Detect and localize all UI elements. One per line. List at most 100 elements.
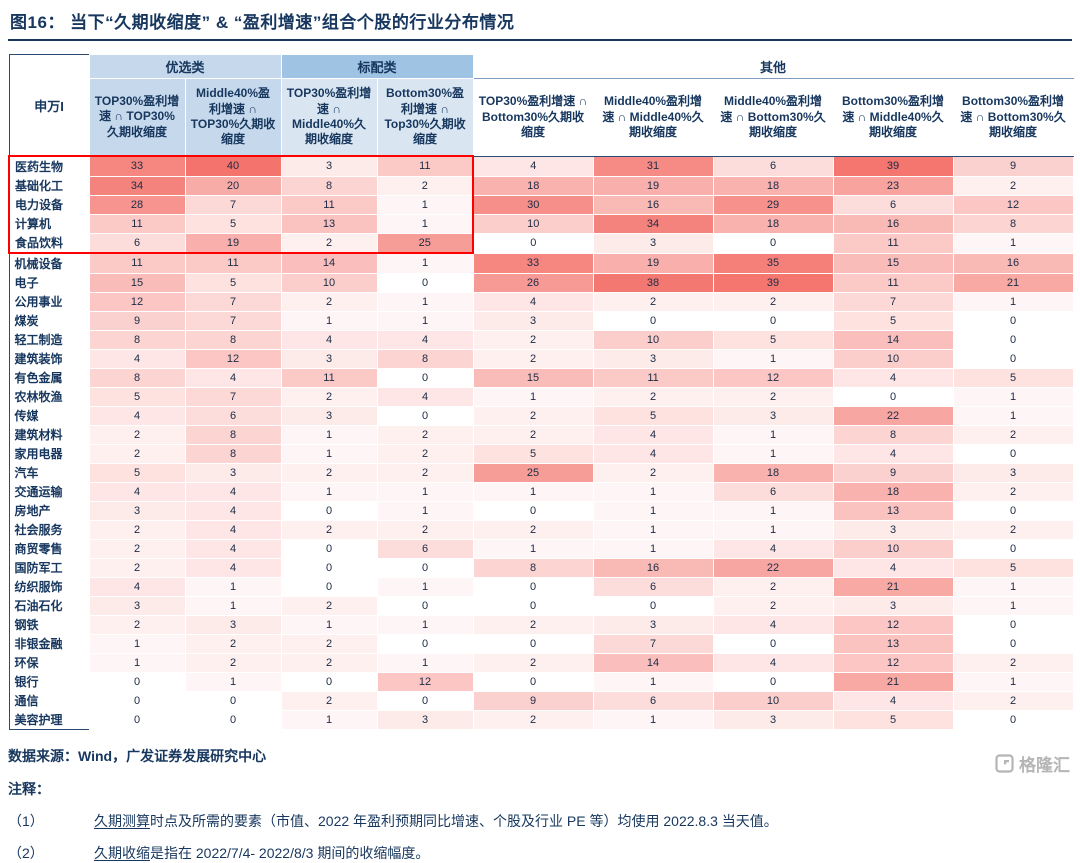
heat-cell: 16	[592, 194, 714, 215]
heat-cell: 1	[712, 519, 834, 540]
heat-cell: 4	[376, 386, 474, 407]
heat-cell: 0	[472, 633, 594, 654]
heat-cell: 19	[592, 175, 714, 196]
heat-cell: 3	[184, 462, 282, 483]
heat-cell: 1	[280, 310, 378, 331]
heat-cell: 1	[472, 538, 594, 559]
row-label: 公用事业	[9, 292, 89, 311]
heat-cell: 2	[472, 424, 594, 445]
heat-cell: 5	[832, 310, 954, 331]
row-label: 有色金属	[9, 368, 89, 387]
heat-cell: 4	[832, 690, 954, 711]
heat-cell: 1	[592, 519, 714, 540]
row-label: 通信	[9, 691, 89, 710]
heat-cell: 8	[184, 329, 282, 350]
note-text: 久期测算时点及所需的要素（市值、2022 年盈利预期同比增速、个股及行业 PE …	[94, 813, 778, 829]
heat-cell: 2	[280, 232, 378, 254]
row-label: 环保	[9, 653, 89, 672]
heat-cell: 1	[280, 614, 378, 635]
heat-cell: 3	[88, 595, 186, 616]
heat-cell: 2	[184, 633, 282, 654]
heat-cell: 14	[280, 252, 378, 274]
heat-cell: 2	[280, 462, 378, 483]
heat-cell: 4	[472, 291, 594, 312]
heat-cell: 3	[832, 595, 954, 616]
table-row: 建筑材料 2 8 1 2 2 4 1 8 2	[9, 424, 1074, 445]
note-underlined-term: 久期测算	[94, 813, 150, 829]
heat-cell: 1	[712, 348, 834, 369]
heat-cell: 0	[592, 310, 714, 331]
heat-cell: 11	[184, 252, 282, 274]
heat-cell: 5	[712, 329, 834, 350]
row-label: 美容护理	[9, 710, 89, 730]
table-row: 医药生物 33 40 3 11 4 31 6 39 9	[8, 155, 1074, 177]
row-label: 传媒	[9, 406, 89, 425]
column-header: TOP30%盈利增速 ∩ TOP30%久期收缩度	[88, 78, 186, 157]
heat-cell: 6	[712, 481, 834, 502]
heat-cell: 8	[184, 443, 282, 464]
heat-cell: 0	[376, 405, 474, 426]
heat-cell: 2	[88, 424, 186, 445]
heat-cell: 10	[472, 213, 594, 234]
heat-cell: 1	[952, 595, 1074, 616]
heat-cell: 12	[832, 614, 954, 635]
heat-cell: 0	[280, 576, 378, 597]
heat-cell: 14	[592, 652, 714, 673]
row-label: 钢铁	[9, 615, 89, 634]
heat-cell: 1	[184, 671, 282, 692]
column-header: TOP30%盈利增速 ∩ Middle40%久期收缩度	[280, 78, 378, 157]
table-row: 轻工制造 8 8 4 4 2 10 5 14 0	[9, 329, 1074, 350]
column-header: Bottom30%盈利增速 ∩ Bottom30%久期收缩度	[952, 78, 1074, 157]
heat-cell: 34	[592, 213, 714, 234]
heat-cell: 1	[952, 405, 1074, 426]
heat-cell: 0	[472, 576, 594, 597]
heat-cell: 2	[952, 690, 1074, 711]
heat-cell: 15	[88, 272, 186, 293]
heat-cell: 0	[472, 500, 594, 521]
row-label: 机械设备	[9, 253, 89, 273]
heat-cell: 8	[472, 557, 594, 578]
heat-cell: 1	[472, 481, 594, 502]
heat-cell: 0	[280, 557, 378, 578]
heat-cell: 0	[88, 690, 186, 711]
heat-cell: 3	[472, 310, 594, 331]
heat-cell: 3	[832, 519, 954, 540]
heat-cell: 19	[184, 232, 282, 254]
heat-cell: 40	[184, 155, 282, 177]
heat-cell: 0	[184, 709, 282, 730]
heat-cell: 0	[472, 671, 594, 692]
heat-cell: 7	[184, 194, 282, 215]
heat-cell: 11	[832, 272, 954, 293]
heat-cell: 1	[88, 633, 186, 654]
heat-cell: 0	[712, 633, 834, 654]
table-row: 纺织服饰 4 1 0 1 0 6 2 21 1	[9, 576, 1074, 597]
heat-cell: 11	[280, 367, 378, 388]
note-underlined-term: 久期收缩	[94, 845, 150, 861]
gelonghui-logo: 格隆汇	[995, 751, 1070, 776]
heat-cell: 3	[280, 155, 378, 177]
heat-cell: 18	[472, 175, 594, 196]
heat-cell: 4	[592, 424, 714, 445]
heat-cell: 2	[712, 386, 834, 407]
heat-cell: 0	[832, 386, 954, 407]
table-row: 计算机 11 5 13 1 10 34 18 16 8	[8, 213, 1074, 234]
heat-cell: 16	[592, 557, 714, 578]
data-source: 数据来源：Wind，广发证券发展研究中心	[8, 748, 267, 764]
heat-cell: 8	[376, 348, 474, 369]
heat-cell: 5	[472, 443, 594, 464]
heat-cell: 3	[952, 462, 1074, 483]
table-row: 交通运输 4 4 1 1 1 1 6 18 2	[9, 481, 1074, 502]
heat-cell: 3	[592, 348, 714, 369]
heat-cell: 2	[712, 576, 834, 597]
heat-cell: 6	[712, 155, 834, 177]
row-label: 电子	[9, 273, 89, 292]
heat-cell: 1	[952, 671, 1074, 692]
heat-cell: 4	[88, 405, 186, 426]
heat-cell: 4	[712, 614, 834, 635]
table-row: 有色金属 8 4 11 0 15 11 12 4 5	[9, 367, 1074, 388]
row-label: 汽车	[9, 463, 89, 482]
heat-cell: 2	[712, 595, 834, 616]
group-header-biaopei: 标配类	[280, 54, 474, 79]
row-label: 计算机	[8, 214, 89, 233]
heat-cell: 16	[832, 213, 954, 234]
